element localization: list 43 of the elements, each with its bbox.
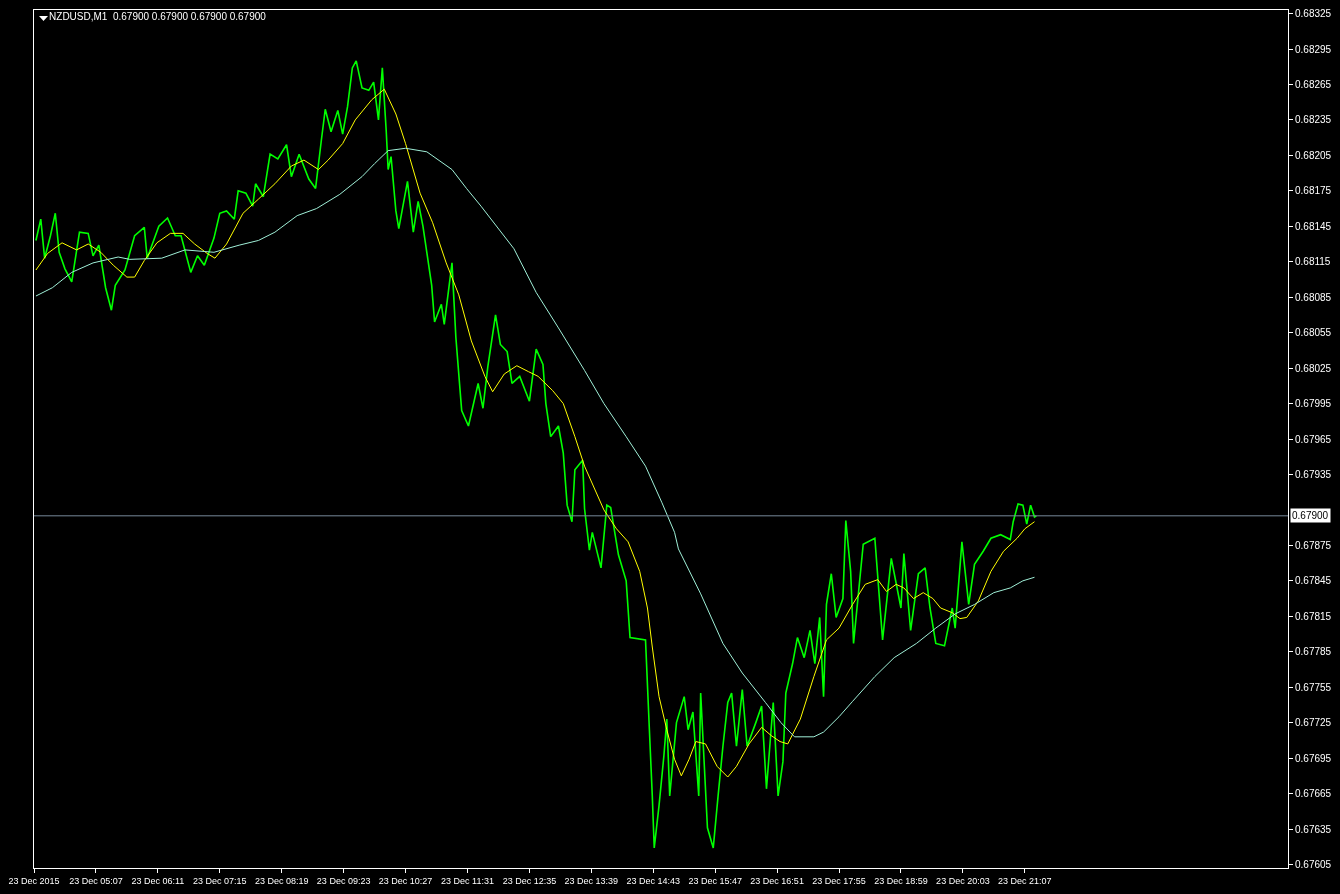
y-tick-label: 0.67965 — [1295, 433, 1332, 445]
y-tick-label: 0.67635 — [1295, 823, 1332, 835]
x-tick-label: 23 Dec 10:27 — [378, 875, 433, 886]
x-tick-label: 23 Dec 12:35 — [502, 875, 557, 886]
y-tick-label: 0.67875 — [1295, 539, 1332, 551]
y-tick-label: 0.68205 — [1295, 149, 1332, 161]
x-tick-label: 23 Dec 06:11 — [131, 875, 185, 886]
y-tick-label: 0.68055 — [1295, 327, 1332, 339]
y-tick-label: 0.68325 — [1295, 8, 1332, 20]
y-tick-label: 0.67845 — [1295, 575, 1332, 587]
x-tick-label: 23 Dec 07:15 — [193, 875, 247, 886]
x-tick-label: 23 Dec 09:23 — [316, 875, 371, 886]
y-tick-label: 0.67695 — [1295, 752, 1332, 764]
y-tick-label: 0.67935 — [1295, 468, 1332, 480]
x-tick-label: 23 Dec 13:39 — [564, 875, 619, 886]
x-tick-label: 23 Dec 08:19 — [254, 875, 309, 886]
x-tick-label: 23 Dec 14:43 — [626, 875, 681, 886]
y-tick-label: 0.67785 — [1295, 646, 1332, 658]
ref-line-label: 0.67900 — [1292, 510, 1329, 521]
x-tick-label: 23 Dec 05:07 — [69, 875, 123, 886]
y-tick-label: 0.68085 — [1295, 291, 1332, 303]
x-tick-label: 23 Dec 17:55 — [812, 875, 866, 886]
x-tick-label: 23 Dec 11:31 — [441, 875, 494, 886]
x-tick-label: 23 Dec 18:59 — [874, 875, 928, 886]
x-tick-label: 23 Dec 20:03 — [936, 875, 990, 886]
y-tick-label: 0.67815 — [1295, 610, 1332, 622]
x-tick-label: 23 Dec 15:47 — [688, 875, 742, 886]
y-tick-label: 0.68235 — [1295, 114, 1332, 126]
y-tick-label: 0.68115 — [1295, 256, 1331, 268]
x-tick-label: 23 Dec 2015 — [8, 875, 60, 886]
y-tick-label: 0.67665 — [1295, 788, 1332, 800]
chart-title: NZDUSD,M1 0.67900 0.67900 0.67900 0.67900 — [49, 11, 267, 22]
y-tick-label: 0.67605 — [1295, 858, 1332, 870]
y-tick-label: 0.68025 — [1295, 362, 1332, 374]
y-tick-label: 0.67725 — [1295, 717, 1332, 729]
x-tick-label: 23 Dec 16:51 — [750, 875, 804, 886]
y-tick-label: 0.68265 — [1295, 78, 1332, 90]
y-tick-label: 0.68145 — [1295, 220, 1332, 232]
y-tick-label: 0.67755 — [1295, 681, 1332, 693]
y-tick-label: 0.68175 — [1295, 185, 1332, 197]
y-tick-label: 0.67995 — [1295, 398, 1332, 410]
y-tick-label: 0.68295 — [1295, 43, 1332, 55]
x-tick-label: 23 Dec 21:07 — [998, 875, 1052, 886]
